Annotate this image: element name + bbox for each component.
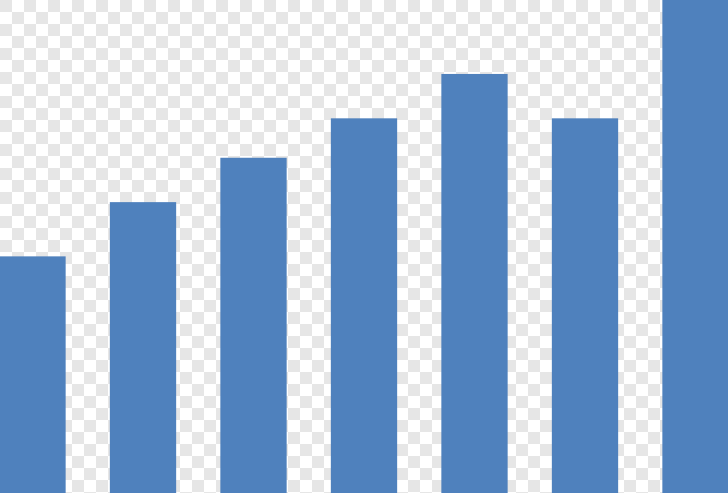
bar (330, 118, 398, 493)
bar (220, 157, 287, 493)
bar (662, 0, 728, 493)
bar (551, 118, 619, 493)
bar (441, 73, 508, 493)
bar (0, 256, 66, 493)
bar (109, 202, 177, 493)
